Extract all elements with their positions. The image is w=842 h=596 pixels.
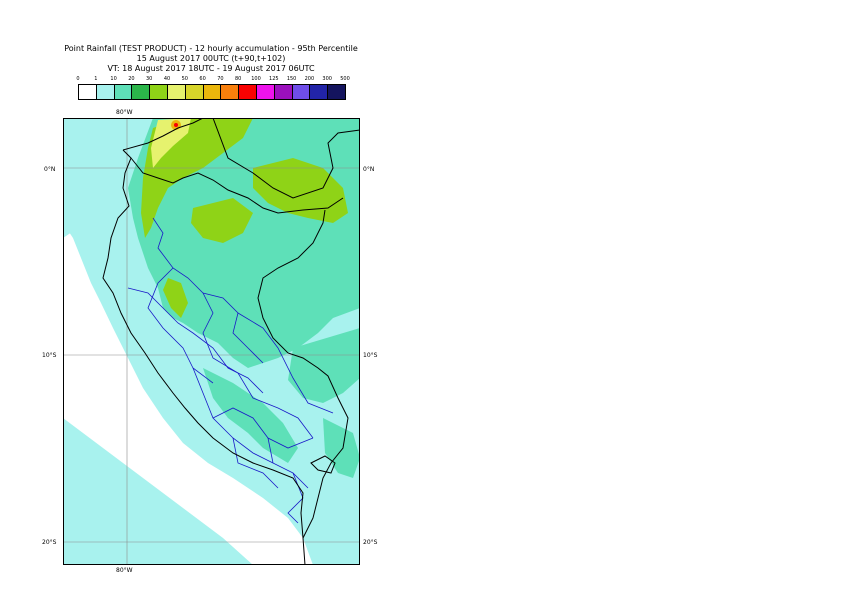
lat-label-left-20: 20°S (42, 539, 57, 546)
legend-label: 10 (110, 76, 117, 82)
legend-label: 125 (269, 76, 279, 82)
lat-label-right-0: 0°N (363, 166, 375, 173)
northern-border (122, 118, 204, 151)
legend-label: 200 (304, 76, 315, 82)
rainfall-map (63, 118, 360, 565)
rain-area-medium-mid (203, 368, 298, 463)
coastline (102, 149, 306, 565)
coastline-and-borders (102, 118, 360, 565)
lat-label-left-10: 10°S (42, 352, 57, 359)
legend-swatch (238, 84, 257, 100)
legend-label: 60 (199, 76, 206, 82)
legend-swatch (256, 84, 275, 100)
legend-swatch (78, 84, 97, 100)
legend-label: 30 (146, 76, 153, 82)
rain-area-green-central (191, 198, 253, 243)
legend-swatch (149, 84, 168, 100)
legend-label: 20 (128, 76, 135, 82)
legend-swatch (202, 84, 222, 100)
legend-swatch (309, 84, 329, 100)
colombia-border (212, 118, 360, 199)
title-line-1: Point Rainfall (TEST PRODUCT) - 12 hourl… (64, 44, 358, 53)
legend-swatch (273, 84, 293, 100)
lat-label-right-20: 20°S (363, 539, 378, 546)
rain-area-light-upper (63, 118, 123, 238)
ecuador-border (130, 157, 344, 214)
lat-label-right-10: 10°S (363, 352, 378, 359)
legend-swatch (327, 84, 346, 100)
legend-label: 150 (286, 76, 297, 82)
rain-area-light-south (63, 418, 253, 565)
lon-label-top: 80°W (116, 109, 133, 116)
legend-swatch (167, 84, 186, 100)
legend-label: 100 (251, 76, 261, 82)
legend-label: 500 (340, 76, 350, 82)
legend-label: 1 (94, 76, 98, 82)
regional-boundaries (127, 217, 334, 524)
title-line-2: 15 August 2017 00UTC (t+90,t+102) (136, 54, 286, 63)
legend-swatch (131, 84, 151, 100)
legend-swatch (291, 84, 311, 100)
title-line-3: VT: 18 August 2017 18UTC - 19 August 201… (107, 64, 315, 73)
rain-area-green-band (163, 278, 188, 318)
legend-label: 80 (235, 76, 242, 82)
legend-label: 40 (163, 76, 171, 82)
legend-label: 50 (181, 76, 188, 82)
rain-area-green-east (253, 158, 348, 223)
rain-area-medium-east (288, 328, 360, 403)
rain-area-max (174, 123, 178, 127)
rain-area-yellow (151, 118, 191, 168)
legend-swatch (220, 84, 240, 100)
rain-area-medium-south (323, 418, 360, 478)
legend-swatch (113, 84, 133, 100)
legend-swatch (184, 84, 204, 100)
lake-outline (310, 455, 336, 474)
legend-swatch (95, 84, 115, 100)
brazil-border (257, 209, 349, 539)
map-frame (63, 118, 360, 565)
legend-label: 300 (322, 76, 332, 82)
legend-label: 70 (217, 76, 224, 82)
lat-label-left-0: 0°N (44, 166, 56, 173)
legend-label: 0 (76, 76, 80, 82)
lon-label-bottom: 80°W (116, 567, 133, 574)
